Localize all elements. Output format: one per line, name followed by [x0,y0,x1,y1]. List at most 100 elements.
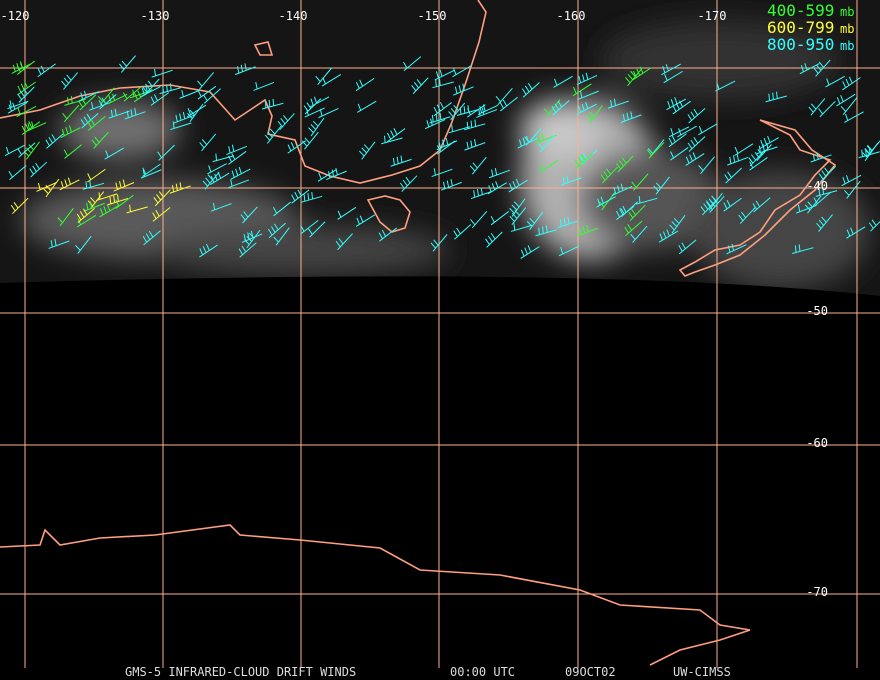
barb-tick [142,86,148,93]
barb-tick [115,199,120,207]
barb-tick [384,135,386,143]
barb-tick [60,181,64,189]
barb-shaft [378,227,398,242]
barb-tick [358,150,365,157]
barb-tick [716,82,720,90]
barb-tick [757,149,763,156]
wind-barb [264,125,282,144]
barb-shaft [355,77,375,92]
barb-shaft [150,92,170,106]
barb-shaft [815,59,831,77]
barb-tick [48,136,53,144]
wind-barb [453,224,472,240]
barb-tick [748,157,754,164]
barb-shaft [685,153,705,166]
footer-text: 09OCT02 [565,665,616,679]
barb-shaft [169,185,191,194]
barb-tick [83,116,89,123]
barb-tick [625,77,631,84]
barb-tick [89,180,92,188]
barb-tick [617,185,620,193]
barb-shaft [620,114,642,123]
barb-tick [842,177,846,185]
wind-barb [240,206,258,224]
barb-tick [89,201,93,209]
barb-tick [156,194,162,201]
barb-tick [610,99,613,108]
barb-tick [387,132,392,140]
wind-barb [61,72,79,90]
wind-barb [238,242,257,258]
barb-shaft [268,222,286,239]
barb-shaft [79,94,97,111]
wind-barb [578,90,599,100]
wind-barb [448,124,470,134]
barb-tick [816,222,822,229]
barb-tick [439,102,445,109]
barb-shaft [126,206,148,214]
barb-tick [631,181,637,188]
barb-tick [845,175,850,183]
barb-tick [624,226,629,234]
barb-tick [113,195,116,203]
wind-barb [600,166,618,184]
barb-tick [67,97,69,105]
barb-tick [711,195,717,202]
wind-barb [669,126,690,138]
barb-tick [98,192,101,200]
barb-shaft [500,96,518,112]
barb-shaft [357,100,377,113]
wind-barb [315,67,333,85]
barb-tick [436,145,441,153]
barb-shaft [434,69,455,81]
barb-shaft [99,87,115,106]
barb-shaft [576,103,597,115]
barb-tick [693,108,699,116]
barb-tick [335,240,341,248]
wind-barb [151,68,173,78]
barb-tick [179,113,182,121]
barb-tick [586,114,593,121]
barb-shaft [621,201,638,218]
barb-shaft [17,60,36,75]
barb-tick [9,100,12,108]
barb-tick [736,153,739,162]
barb-tick [518,139,522,147]
barb-shaft [433,102,452,117]
barb-tick [416,79,422,86]
wind-barb [287,140,307,154]
barb-tick [363,144,370,151]
barb-tick [450,108,457,115]
wind-barb [524,128,542,146]
barb-tick [315,75,321,82]
wind-barb [95,192,118,202]
barb-tick [8,170,13,178]
barb-shaft [186,104,207,118]
wind-barb [4,144,25,157]
barb-shaft [275,227,290,246]
barb-tick [846,229,851,237]
barb-shaft [403,56,422,72]
wind-barb [267,222,286,239]
barb-shaft [199,72,214,90]
barb-tick [582,153,588,160]
wind-barb [551,100,570,116]
barb-tick [708,198,715,205]
barb-shaft [635,197,658,205]
barb-tick [405,176,411,184]
barb-tick [37,67,42,75]
barb-tick [86,202,89,210]
barb-tick [54,238,57,246]
barb-shaft [625,220,643,237]
wind-barb [399,175,418,192]
barb-tick [26,147,32,154]
barb-tick [520,249,525,257]
barb-tick [171,184,175,193]
wind-barb [687,108,706,124]
barb-tick [189,109,196,116]
barb-shaft [437,140,456,155]
barb-tick [126,110,129,118]
barb-tick [754,152,760,159]
barb-tick [97,95,104,102]
wind-barb [795,204,817,214]
